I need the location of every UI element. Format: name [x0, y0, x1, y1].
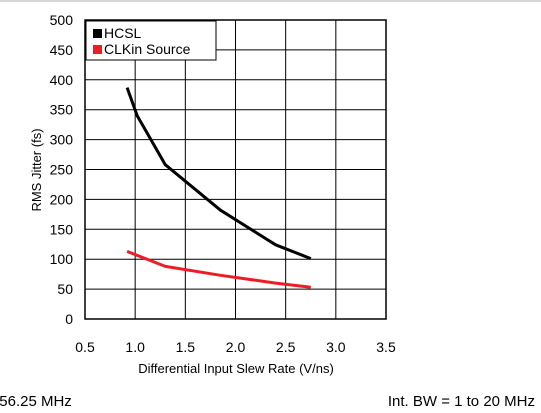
y-tick-label: 450	[50, 42, 74, 58]
y-tick-label: 100	[50, 251, 74, 267]
plot-frame	[84, 19, 387, 320]
x-tick-label: 1.5	[176, 339, 196, 355]
legend-label-clkin-source: CLKin Source	[104, 41, 191, 57]
y-tick-label: 50	[57, 281, 73, 297]
y-tick-label: 200	[50, 191, 74, 207]
y-tick-label: 150	[50, 221, 74, 237]
legend: HCSL CLKin Source	[85, 20, 217, 61]
x-tick-labels: 0.5 1.0 1.5 2.0 2.5 3.0 3.5	[75, 339, 396, 355]
y-tick-label: 350	[50, 102, 74, 118]
y-tick-label: 250	[50, 162, 74, 178]
series-line-clkin-source	[126, 250, 311, 289]
series-line-hcsl	[125, 87, 312, 260]
x-tick-label: 1.0	[125, 339, 145, 355]
integration-bandwidth-note: Int. BW = 1 to 20 MHz	[387, 393, 535, 410]
y-axis-title: RMS Jitter (fs)	[29, 128, 44, 211]
x-axis-title: Differential Input Slew Rate (V/ns)	[138, 361, 334, 376]
series-lines	[125, 87, 312, 289]
x-tick-label: 2.0	[226, 339, 246, 355]
y-tick-labels: 0 50 100 150 200 250 300 350 400 450 500	[50, 12, 74, 327]
x-tick-label: 3.0	[326, 339, 346, 355]
y-tick-label: 0	[65, 311, 73, 327]
legend-swatch-hcsl	[93, 29, 102, 38]
x-tick-label: 3.5	[376, 339, 396, 355]
x-tick-label: 0.5	[75, 339, 95, 355]
x-tick-label: 2.5	[276, 339, 296, 355]
legend-swatch-clkin-source	[93, 45, 102, 54]
frequency-note: = 156.25 MHz	[0, 393, 72, 410]
legend-box	[85, 20, 217, 61]
y-tick-label: 300	[50, 132, 74, 148]
y-tick-label: 400	[50, 72, 74, 88]
legend-label-hcsl: HCSL	[104, 25, 142, 41]
y-tick-label: 500	[50, 12, 74, 28]
